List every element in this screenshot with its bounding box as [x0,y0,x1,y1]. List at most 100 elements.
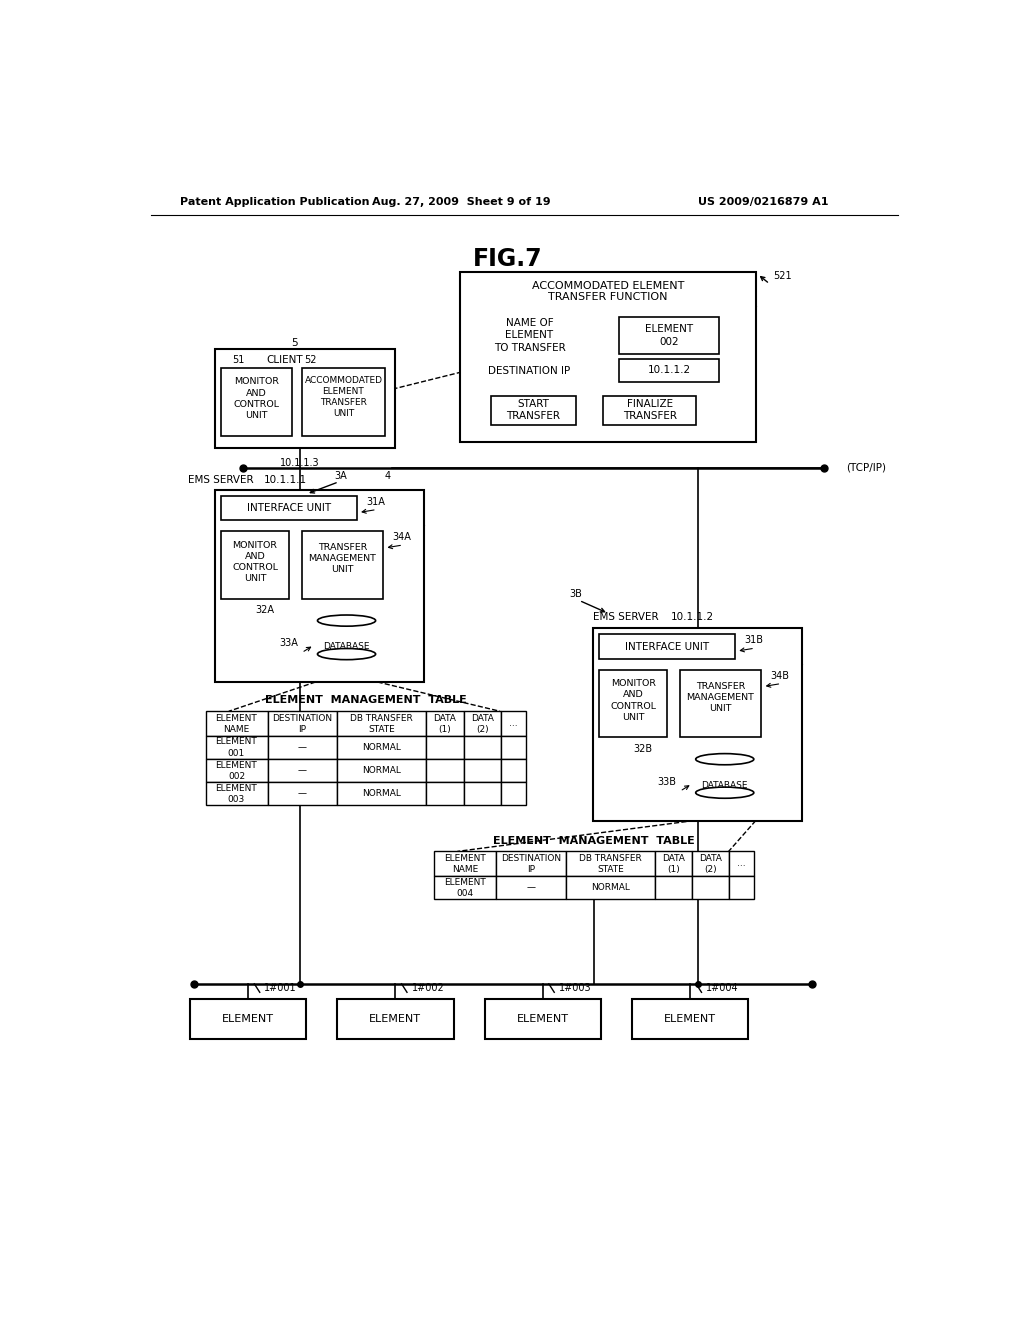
Text: 31A: 31A [366,496,385,507]
Text: 5: 5 [291,338,298,348]
Ellipse shape [317,648,376,660]
Text: MONITOR
AND
CONTROL
UNIT: MONITOR AND CONTROL UNIT [232,541,279,583]
Text: 3B: 3B [569,589,583,599]
Bar [593,628,802,821]
Text: DATA
(1): DATA (1) [433,714,457,734]
Text: (TCP/IP): (TCP/IP) [847,463,887,473]
Text: DATA
(2): DATA (2) [699,854,722,874]
Text: DATABASE: DATABASE [324,642,370,651]
Bar [603,396,696,425]
Bar [426,781,464,805]
Text: 10.1.1.2: 10.1.1.2 [671,612,714,622]
Text: DATA
(1): DATA (1) [663,854,685,874]
Text: NORMAL: NORMAL [362,743,401,752]
Text: NAME OF
ELEMENT
TO TRANSFER: NAME OF ELEMENT TO TRANSFER [494,318,565,352]
Text: 31B: 31B [744,635,763,645]
Text: DATABASE: DATABASE [701,780,748,789]
Text: 1#003: 1#003 [559,983,592,994]
Text: 3A: 3A [335,471,347,482]
Text: ACCOMMODATED ELEMENT: ACCOMMODATED ELEMENT [531,281,684,292]
Text: ELEMENT: ELEMENT [222,1014,274,1024]
Bar [337,781,426,805]
Text: Aug. 27, 2009  Sheet 9 of 19: Aug. 27, 2009 Sheet 9 of 19 [372,197,551,207]
Text: —: — [526,883,536,892]
Text: TRANSFER
MANAGEMENT
UNIT: TRANSFER MANAGEMENT UNIT [308,544,376,574]
Bar [434,851,496,876]
Text: FINALIZE
TRANSFER: FINALIZE TRANSFER [623,399,677,421]
Bar [267,711,337,737]
Bar [599,669,668,738]
Bar [206,781,267,805]
Text: NORMAL: NORMAL [362,789,401,799]
Bar [221,531,289,599]
Text: ELEMENT  MANAGEMENT  TABLE: ELEMENT MANAGEMENT TABLE [494,836,695,846]
Bar [566,851,655,876]
Text: INTERFACE UNIT: INTERFACE UNIT [247,503,331,513]
Text: DESTINATION
IP: DESTINATION IP [501,854,561,874]
Text: ELEMENT: ELEMENT [517,1014,568,1024]
Bar [267,759,337,781]
Bar [618,317,719,354]
Bar [337,737,426,759]
Bar [501,781,525,805]
Text: Patent Application Publication: Patent Application Publication [180,197,370,207]
Bar [317,620,376,655]
Bar [729,851,755,876]
Text: ELEMENT
003: ELEMENT 003 [216,784,257,804]
Text: NORMAL: NORMAL [362,766,401,775]
Bar [267,737,337,759]
Text: ACCOMMODATED
ELEMENT
TRANSFER
UNIT: ACCOMMODATED ELEMENT TRANSFER UNIT [304,376,382,418]
Bar [337,759,426,781]
Bar [501,737,525,759]
Bar [484,999,601,1039]
Bar [221,368,292,436]
Text: 34B: 34B [770,671,790,681]
Bar [206,711,267,737]
Bar [460,272,756,442]
Bar [215,490,424,682]
Bar [302,531,383,599]
Ellipse shape [695,787,754,799]
Text: US 2009/0216879 A1: US 2009/0216879 A1 [698,197,828,207]
Bar [618,359,719,381]
Text: 10.1.1.2: 10.1.1.2 [647,366,690,375]
Text: 51: 51 [231,355,245,366]
Bar [566,876,655,899]
Text: MONITOR
AND
CONTROL
UNIT: MONITOR AND CONTROL UNIT [610,680,656,722]
Text: DESTINATION
IP: DESTINATION IP [272,714,333,734]
Text: 10.1.1.1: 10.1.1.1 [263,475,307,486]
Bar [680,669,761,738]
Bar [655,851,692,876]
Bar [692,851,729,876]
Bar [215,350,394,447]
Text: START
TRANSFER: START TRANSFER [506,399,560,421]
Text: 1#002: 1#002 [412,983,444,994]
Text: —: — [298,789,307,799]
Text: 4: 4 [385,471,391,482]
Text: 521: 521 [773,271,792,281]
Text: ELEMENT
NAME: ELEMENT NAME [444,854,486,874]
Ellipse shape [317,615,376,626]
Bar [464,711,501,737]
Bar [496,851,566,876]
Text: ...: ... [737,859,746,869]
Text: DB TRANSFER
STATE: DB TRANSFER STATE [350,714,414,734]
Text: ELEMENT
002: ELEMENT 002 [216,760,257,780]
Text: —: — [298,743,307,752]
Text: TRANSFER
MANAGEMENT
UNIT: TRANSFER MANAGEMENT UNIT [686,682,755,713]
Bar [599,635,735,659]
Text: 002: 002 [659,338,679,347]
Text: INTERFACE UNIT: INTERFACE UNIT [625,642,709,652]
Text: 10.1.1.3: 10.1.1.3 [281,458,319,467]
Bar [221,496,356,520]
Text: DESTINATION IP: DESTINATION IP [488,366,570,376]
Bar [206,759,267,781]
Bar [501,711,525,737]
Bar [501,759,525,781]
Text: ELEMENT
NAME: ELEMENT NAME [216,714,257,734]
Bar [464,737,501,759]
Bar [426,737,464,759]
Ellipse shape [695,754,754,764]
Text: 52: 52 [304,355,316,366]
Text: DB TRANSFER
STATE: DB TRANSFER STATE [579,854,642,874]
